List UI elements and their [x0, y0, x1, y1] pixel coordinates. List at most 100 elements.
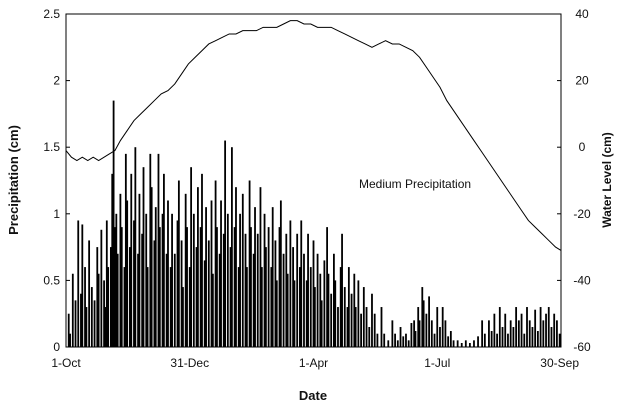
precipitation-bar [330, 293, 333, 347]
x-tick-label: 30-Sep [540, 356, 579, 370]
precipitation-bar [299, 267, 301, 347]
precipitation-bar [158, 227, 161, 347]
precipitation-bar [558, 333, 561, 347]
precipitation-bar [496, 333, 498, 347]
precipitation-bar [414, 331, 417, 347]
precipitation-bar [222, 233, 225, 347]
precipitation-bar [550, 327, 553, 347]
precipitation-bar [210, 200, 213, 347]
precipitation-bar [188, 267, 191, 347]
precipitation-bar [180, 240, 183, 347]
right-y-axis: -60 -40 -20 0 20 40 [557, 7, 591, 354]
precipitation-bar [526, 307, 528, 347]
precipitation-bar [473, 340, 475, 347]
precipitation-bar [141, 233, 144, 347]
precipitation-bar [229, 247, 232, 347]
precipitation-bar [256, 233, 259, 347]
precipitation-bar [177, 180, 180, 347]
precipitation-bar [275, 280, 278, 347]
precipitation-bar [119, 193, 122, 347]
precipitation-bar [142, 167, 145, 347]
precipitation-bar [319, 273, 322, 347]
precipitation-bar [154, 207, 157, 347]
precipitation-bar [120, 227, 123, 347]
precipitation-bar [100, 229, 103, 347]
precipitation-bar [556, 320, 558, 347]
precipitation-bar [357, 280, 360, 347]
precipitation-bar [165, 253, 168, 347]
precipitation-bar [439, 327, 441, 347]
precipitation-bar [365, 307, 368, 347]
precipitation-bar [133, 220, 135, 347]
precipitation-bar [93, 300, 96, 347]
precipitation-bar [387, 340, 390, 347]
precipitation-bar [271, 207, 274, 347]
precipitation-bar [169, 267, 172, 347]
precipitation-bar [339, 267, 342, 347]
precipitation-bar [224, 140, 227, 347]
precipitation-bar [512, 327, 515, 347]
precipitation-bar [350, 293, 353, 347]
precipitation-bar [296, 233, 299, 347]
precipitation-bar [507, 333, 509, 347]
right-y-tick-label: -40 [573, 273, 591, 287]
precipitation-bar [171, 213, 173, 347]
precipitation-bar [327, 273, 330, 347]
precipitation-bar [452, 340, 455, 347]
precipitation-bar [405, 333, 407, 347]
precipitation-bar [490, 331, 493, 347]
precipitation-bar [468, 343, 471, 347]
right-y-axis-title: Water Level (cm) [600, 132, 614, 228]
precipitation-bar [360, 313, 362, 347]
precipitation-bar [292, 247, 294, 347]
precipitation-bar [254, 207, 256, 347]
precipitation-bar [71, 273, 74, 347]
precipitation-bar [320, 300, 323, 347]
precipitation-bar [376, 333, 379, 347]
precipitation-bar [422, 300, 425, 347]
precipitation-bar [84, 267, 86, 347]
precipitation-bar [313, 287, 316, 347]
precipitation-bar [197, 187, 199, 347]
precipitation-bar [341, 233, 343, 347]
precipitation-bar [278, 227, 281, 347]
precipitation-bar [124, 153, 127, 347]
precipitation-bar [303, 253, 305, 347]
precipitation-bar [218, 253, 221, 347]
precipitation-bar [396, 340, 399, 347]
precipitation-bar [67, 313, 70, 347]
precipitation-bar [407, 340, 410, 347]
precipitation-bar [402, 336, 405, 347]
precipitation-bar [498, 307, 501, 347]
precipitation-bar [130, 173, 133, 347]
precipitation-bar [80, 293, 82, 347]
precipitation-bar [279, 200, 282, 347]
precipitation-bar [88, 240, 91, 347]
precipitation-bar [347, 267, 350, 347]
precipitation-bar [116, 253, 119, 347]
medium-precipitation-annotation: Medium Precipitation [359, 177, 471, 191]
precipitation-bar [504, 313, 507, 347]
precipitation-bar [449, 331, 452, 347]
precipitation-bar [380, 307, 383, 347]
precipitation-bar [145, 213, 148, 347]
x-tick-label: 1-Oct [51, 356, 81, 370]
x-tick-label: 31-Dec [170, 356, 209, 370]
precipitation-bar [477, 336, 479, 347]
precipitation-bar [286, 273, 289, 347]
right-y-tick-label: 40 [575, 7, 589, 21]
x-tick-label: 1-Jul [424, 356, 450, 370]
precipitation-bar [146, 267, 149, 347]
precipitation-bar [190, 167, 193, 347]
precipitation-bar [481, 320, 484, 347]
precipitation-bar [199, 227, 202, 347]
precipitation-bar [157, 153, 160, 347]
precipitation-bar [149, 153, 152, 347]
precipitation-bar [371, 293, 373, 347]
precipitation-bar [483, 333, 486, 347]
precipitation-bar [531, 327, 534, 347]
precipitation-bar [74, 300, 77, 347]
water-level-line [65, 20, 562, 251]
precipitation-bar [81, 224, 84, 347]
